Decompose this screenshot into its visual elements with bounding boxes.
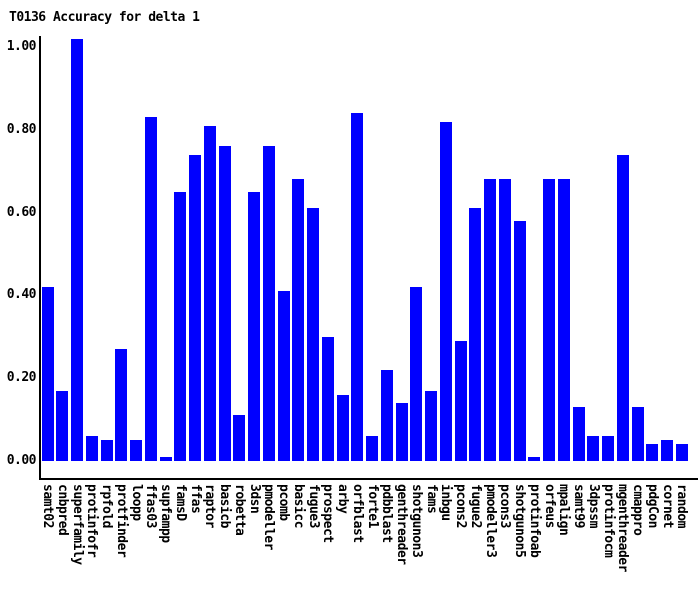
x-tick-label-superfamily: superfamily: [70, 484, 85, 565]
y-tick-label: 0.80: [6, 121, 37, 137]
x-tick-label-prospect: prospect: [320, 484, 335, 543]
x-tick-label-forte1: forte1: [365, 484, 380, 528]
bar-fams: [425, 391, 437, 461]
bar-pdgCon: [646, 444, 658, 461]
x-tick-label-ffas: ffas: [188, 484, 203, 514]
bar-basicb: [219, 146, 231, 461]
bar-shotgunon3: [410, 287, 422, 461]
x-tick-label-pcomb: pcomb: [276, 484, 291, 521]
bar-orfblast: [351, 113, 363, 461]
x-tick-label-loopp: loopp: [129, 484, 144, 521]
bar-prospect: [322, 337, 334, 461]
x-tick-label-arby: arby: [335, 484, 350, 514]
bar-ffas: [189, 155, 201, 461]
x-tick-label-ffas03: ffas03: [143, 484, 158, 528]
bar-robetta: [233, 415, 245, 461]
bar-supfampp: [160, 457, 172, 461]
bar-loopp: [130, 440, 142, 461]
x-tick-label-orfblast: orfblast: [350, 484, 365, 543]
bar-genthreader: [396, 403, 408, 461]
x-tick-label-basicb: basicb: [217, 484, 232, 528]
x-tick-label-random: random: [674, 484, 689, 528]
x-axis-line: [39, 478, 698, 480]
x-tick-label-cnbpred: cnbpred: [55, 484, 70, 536]
bar-pcons3: [499, 179, 511, 461]
bar-pcons2: [455, 341, 467, 461]
y-tick-label: 0.20: [6, 370, 37, 386]
x-tick-label-3dpssm: 3dpssm: [586, 484, 601, 528]
x-tick-label-shotgunon5: shotgunon5: [512, 484, 527, 558]
y-tick-label: 0.60: [6, 204, 37, 220]
x-tick-label-pcons2: pcons2: [453, 484, 468, 528]
x-tick-label-basicc: basicc: [291, 484, 306, 528]
bar-mpalign: [558, 179, 570, 461]
bar-basicc: [292, 179, 304, 461]
x-tick-label-famsD: famsD: [173, 484, 188, 521]
bar-inbgu: [440, 122, 452, 461]
bar-fugue3: [307, 208, 319, 461]
bar-mgenthreader: [617, 155, 629, 461]
bar-ffas03: [145, 117, 157, 461]
x-tick-label-fugue3: fugue3: [306, 484, 321, 528]
bar-protfinder: [115, 349, 127, 461]
y-tick-label: 1.00: [6, 39, 37, 54]
x-tick-label-cmappro: cmappro: [630, 484, 645, 536]
x-tick-label-samt99: samt99: [571, 484, 586, 528]
bar-protinfoab: [528, 457, 540, 461]
bar-protinfocm: [602, 436, 614, 461]
x-tick-label-cornet: cornet: [660, 484, 675, 528]
bar-pdbblast: [381, 370, 393, 461]
bar-cmappro: [632, 407, 644, 461]
x-tick-label-inbgu: inbgu: [438, 484, 453, 521]
bar-orfeus: [543, 179, 555, 461]
bar-protinfofr: [86, 436, 98, 461]
x-tick-label-pcons3: pcons3: [497, 484, 512, 528]
x-tick-label-robetta: robetta: [232, 484, 247, 536]
x-tick-label-pdbblast: pdbblast: [379, 484, 394, 543]
bar-random: [676, 444, 688, 461]
bar-raptor: [204, 126, 216, 461]
chart-title: T0136 Accuracy for delta 1: [9, 10, 200, 25]
x-tick-label-protfinder: protfinder: [114, 484, 129, 558]
bar-superfamily: [71, 39, 83, 461]
bar-famsD: [174, 192, 186, 461]
bar-forte1: [366, 436, 378, 461]
bar-cnbpred: [56, 391, 68, 461]
bar-arby: [337, 395, 349, 461]
x-tick-label-pmodeller3: pmodeller3: [483, 484, 498, 558]
y-tick-label: 0.40: [6, 287, 37, 303]
bar-3dsn: [248, 192, 260, 461]
x-tick-label-pdgCon: pdgCon: [645, 484, 660, 528]
bar-samt99: [573, 407, 585, 461]
x-tick-label-mgenthreader: mgenthreader: [615, 484, 630, 572]
y-axis-line: [39, 36, 41, 480]
x-tick-label-pmodeller: pmodeller: [261, 484, 276, 550]
x-tick-label-protinfoab: protinfoab: [527, 484, 542, 558]
x-tick-label-3dsn: 3dsn: [247, 484, 262, 514]
bar-shotgunon5: [514, 221, 526, 461]
bar-pmodeller: [263, 146, 275, 461]
x-tick-label-supfampp: supfampp: [158, 484, 173, 543]
bar-fugue2: [469, 208, 481, 461]
x-tick-label-fugue2: fugue2: [468, 484, 483, 528]
bar-pmodeller3: [484, 179, 496, 461]
x-tick-label-genthreader: genthreader: [394, 484, 409, 565]
x-tick-label-rpfold: rpfold: [99, 484, 114, 528]
bar-samt02: [42, 287, 54, 461]
bar-pcomb: [278, 291, 290, 461]
x-tick-label-protinfofr: protinfofr: [84, 484, 99, 558]
x-tick-label-mpalign: mpalign: [556, 484, 571, 536]
x-tick-label-shotgunon3: shotgunon3: [409, 484, 424, 558]
bar-cornet: [661, 440, 673, 461]
bar-rpfold: [101, 440, 113, 461]
y-tick-label: 0.00: [6, 453, 37, 468]
bar-3dpssm: [587, 436, 599, 461]
x-tick-label-raptor: raptor: [202, 484, 217, 528]
x-tick-label-samt02: samt02: [40, 484, 55, 528]
x-tick-label-protinfocm: protinfocm: [601, 484, 616, 558]
x-tick-label-orfeus: orfeus: [542, 484, 557, 528]
x-tick-label-fams: fams: [424, 484, 439, 514]
